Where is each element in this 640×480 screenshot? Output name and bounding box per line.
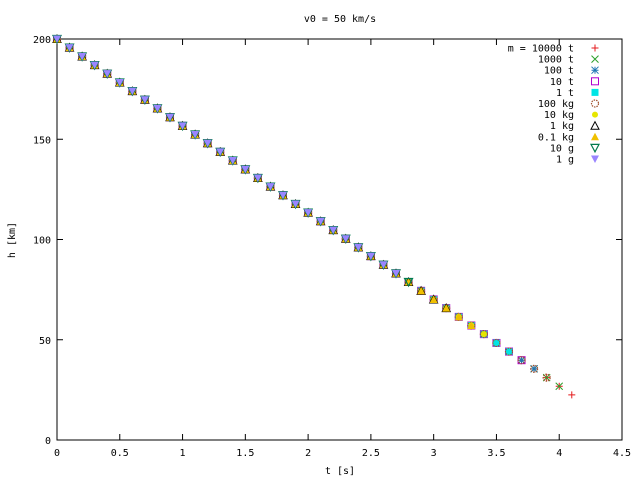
y-tick-label: 100 bbox=[33, 236, 51, 247]
data-point bbox=[103, 70, 112, 78]
data-point bbox=[78, 52, 87, 61]
y-axis-label: h [km] bbox=[7, 222, 18, 258]
series-3 bbox=[53, 35, 526, 365]
data-point bbox=[492, 338, 501, 348]
x-tick-label: 1.5 bbox=[236, 448, 254, 459]
series-7 bbox=[52, 33, 452, 313]
legend-label: m = 10000 t bbox=[508, 44, 574, 55]
legend-marker bbox=[590, 99, 600, 108]
data-point bbox=[417, 286, 426, 295]
data-point bbox=[542, 373, 551, 382]
data-point bbox=[442, 304, 451, 312]
x-tick-label: 1 bbox=[180, 448, 186, 459]
legend-label: 1 kg bbox=[550, 121, 574, 132]
data-point bbox=[530, 364, 539, 373]
legend-marker bbox=[591, 155, 599, 163]
data-point bbox=[454, 312, 463, 321]
legend-marker bbox=[591, 77, 599, 86]
data-point bbox=[505, 348, 513, 356]
data-point bbox=[53, 35, 61, 43]
legend-label: 100 t bbox=[544, 66, 574, 77]
data-point bbox=[191, 130, 200, 139]
data-point bbox=[429, 295, 438, 303]
chart-title: v0 = 50 km/s bbox=[304, 14, 376, 25]
data-point bbox=[492, 339, 500, 347]
x-tick-label: 4.5 bbox=[613, 448, 631, 459]
x-tick-label: 2 bbox=[305, 448, 311, 459]
data-point bbox=[504, 347, 514, 356]
data-point bbox=[216, 148, 225, 156]
legend-marker bbox=[591, 66, 599, 75]
data-point bbox=[115, 79, 124, 87]
legend-marker bbox=[591, 132, 599, 141]
data-point bbox=[517, 356, 526, 365]
data-point bbox=[366, 252, 375, 261]
data-point bbox=[203, 139, 212, 148]
data-point bbox=[341, 235, 350, 243]
legend-label: 10 kg bbox=[544, 110, 574, 121]
data-point bbox=[555, 382, 564, 391]
data-point bbox=[403, 277, 414, 288]
legend-marker bbox=[591, 88, 599, 96]
x-tick-label: 4 bbox=[556, 448, 562, 459]
data-point bbox=[253, 174, 262, 182]
data-point bbox=[140, 96, 149, 104]
x-tick-label: 3 bbox=[431, 448, 437, 459]
legend-label: 100 kg bbox=[538, 99, 574, 110]
legend-marker bbox=[591, 55, 599, 63]
x-tick-label: 0 bbox=[54, 448, 60, 459]
data-point bbox=[530, 364, 538, 373]
data-point bbox=[316, 217, 325, 226]
series-10 bbox=[53, 35, 400, 278]
data-point bbox=[568, 391, 576, 399]
data-point bbox=[479, 330, 488, 339]
data-point bbox=[166, 113, 174, 122]
data-point bbox=[228, 157, 237, 165]
data-point bbox=[266, 183, 275, 191]
x-tick-label: 0.5 bbox=[111, 448, 129, 459]
data-point bbox=[153, 104, 162, 113]
axis-ticks: 0 0.5 1 1.5 2 2.5 3 3.5 4 4.5 0 50 100 150 200 bbox=[33, 35, 631, 459]
data-point bbox=[291, 200, 300, 209]
data-point bbox=[65, 44, 74, 52]
data-point bbox=[128, 87, 137, 96]
legend-marker bbox=[590, 120, 600, 130]
data-point bbox=[304, 209, 313, 217]
legend-label: 10 g bbox=[550, 143, 574, 154]
data-point bbox=[178, 122, 187, 130]
y-tick-label: 0 bbox=[45, 436, 51, 447]
data-point bbox=[241, 165, 250, 174]
data-point bbox=[90, 61, 99, 70]
legend-marker bbox=[592, 111, 598, 118]
x-tick-label: 2.5 bbox=[362, 448, 380, 459]
data-point bbox=[279, 191, 287, 200]
y-tick-label: 50 bbox=[39, 336, 51, 347]
legend-label: 10 t bbox=[550, 77, 574, 88]
data-point bbox=[329, 226, 338, 235]
x-axis-label: t [s] bbox=[325, 466, 355, 477]
data-point bbox=[517, 356, 526, 365]
x-tick-label: 3.5 bbox=[487, 448, 505, 459]
legend-label: 0.1 kg bbox=[538, 132, 574, 143]
data-point bbox=[467, 321, 476, 330]
data-point bbox=[379, 261, 388, 269]
data-markers bbox=[52, 33, 576, 399]
legend-label: 1 t bbox=[556, 88, 574, 99]
y-tick-label: 200 bbox=[33, 35, 51, 46]
data-point bbox=[404, 278, 413, 286]
legend-marker bbox=[591, 44, 599, 52]
data-point bbox=[480, 331, 487, 338]
legend-marker bbox=[590, 143, 600, 154]
data-point bbox=[354, 243, 363, 252]
data-point bbox=[392, 269, 400, 278]
y-tick-label: 150 bbox=[33, 135, 51, 146]
legend-label: 1000 t bbox=[538, 55, 574, 66]
legend-label: 1 g bbox=[556, 155, 574, 166]
